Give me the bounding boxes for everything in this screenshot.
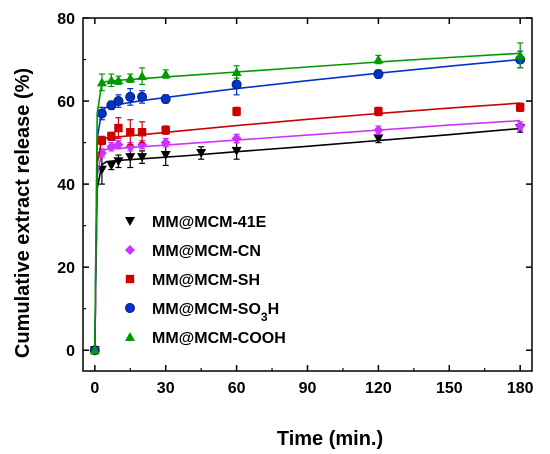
legend-marker bbox=[125, 217, 135, 226]
data-point bbox=[106, 75, 117, 85]
legend-label: MM@MCM-41E bbox=[152, 214, 267, 231]
x-tick-label: 180 bbox=[507, 380, 534, 397]
x-axis-title: Time (min.) bbox=[277, 428, 383, 450]
y-tick-label: 40 bbox=[57, 177, 75, 194]
legend-entry-3: MM@MCM-SO3H bbox=[125, 301, 279, 324]
data-point bbox=[161, 125, 170, 135]
data-point bbox=[126, 128, 135, 137]
y-tick-label: 60 bbox=[57, 94, 75, 111]
plot-area bbox=[89, 42, 526, 356]
data-point bbox=[125, 73, 136, 83]
data-point bbox=[374, 107, 383, 116]
data-point bbox=[96, 108, 107, 119]
data-point bbox=[89, 345, 100, 355]
data-point bbox=[137, 153, 148, 163]
legend-label: MM@MCM-SO3H bbox=[152, 301, 279, 324]
data-point bbox=[515, 120, 526, 131]
data-point bbox=[373, 125, 384, 136]
y-tick-label: 80 bbox=[57, 11, 75, 28]
data-point bbox=[114, 123, 123, 133]
data-point bbox=[515, 50, 526, 60]
y-tick-label: 20 bbox=[57, 260, 75, 277]
data-point bbox=[106, 141, 117, 152]
legend-entry-2: MM@MCM-SH bbox=[125, 272, 260, 289]
y-tick-label: 0 bbox=[66, 343, 75, 360]
data-point bbox=[232, 107, 241, 116]
data-point bbox=[125, 153, 136, 163]
y-axis-title: Cumulative extract release (%) bbox=[12, 68, 34, 358]
series-1 bbox=[89, 119, 526, 356]
x-tick-label: 0 bbox=[90, 380, 99, 397]
legend-marker bbox=[125, 274, 135, 284]
legend-entry-0: MM@MCM-41E bbox=[125, 214, 267, 231]
data-point bbox=[373, 54, 384, 64]
legend-marker bbox=[125, 302, 136, 313]
x-tick-label: 120 bbox=[365, 380, 392, 397]
data-point bbox=[373, 134, 384, 144]
data-point bbox=[97, 136, 107, 145]
data-point bbox=[137, 128, 147, 137]
data-point bbox=[231, 133, 242, 144]
data-point bbox=[106, 161, 117, 171]
data-point bbox=[113, 139, 124, 150]
x-tick-label: 90 bbox=[299, 380, 317, 397]
data-point bbox=[515, 103, 525, 112]
legend-marker bbox=[125, 245, 135, 255]
data-point bbox=[137, 71, 148, 81]
legend-label: MM@MCM-CN bbox=[152, 243, 261, 260]
data-point bbox=[113, 96, 124, 107]
series-2 bbox=[90, 102, 525, 355]
data-point bbox=[137, 91, 148, 102]
legend-label: MM@MCM-COOH bbox=[152, 330, 286, 347]
data-point bbox=[160, 93, 171, 104]
data-point bbox=[125, 91, 136, 102]
legend-marker bbox=[125, 332, 135, 341]
series-4 bbox=[89, 42, 526, 355]
axes: 0 30 60 90 120 150 180 0 20 40 60 80 bbox=[57, 11, 533, 397]
x-tick-label: 60 bbox=[228, 380, 246, 397]
data-point bbox=[113, 157, 124, 167]
x-tick-label: 150 bbox=[436, 380, 463, 397]
legend-label: MM@MCM-SH bbox=[152, 272, 260, 289]
data-point bbox=[96, 77, 107, 87]
data-point bbox=[196, 148, 207, 158]
data-point bbox=[160, 137, 171, 148]
data-point bbox=[113, 75, 124, 85]
series-0 bbox=[89, 123, 526, 356]
data-point bbox=[107, 132, 116, 141]
data-point bbox=[160, 69, 171, 79]
legend-entry-1: MM@MCM-CN bbox=[125, 243, 261, 260]
x-tick-label: 30 bbox=[157, 380, 175, 397]
data-point bbox=[231, 66, 242, 76]
plot-frame bbox=[82, 17, 533, 372]
data-point bbox=[231, 146, 242, 156]
data-point bbox=[373, 69, 384, 80]
data-point bbox=[231, 79, 242, 90]
legend-entry-4: MM@MCM-COOH bbox=[125, 330, 286, 347]
legend: MM@MCM-41E MM@MCM-CN MM@MCM-SH MM@MCM-SO3H M… bbox=[125, 214, 286, 347]
data-point bbox=[160, 151, 171, 161]
